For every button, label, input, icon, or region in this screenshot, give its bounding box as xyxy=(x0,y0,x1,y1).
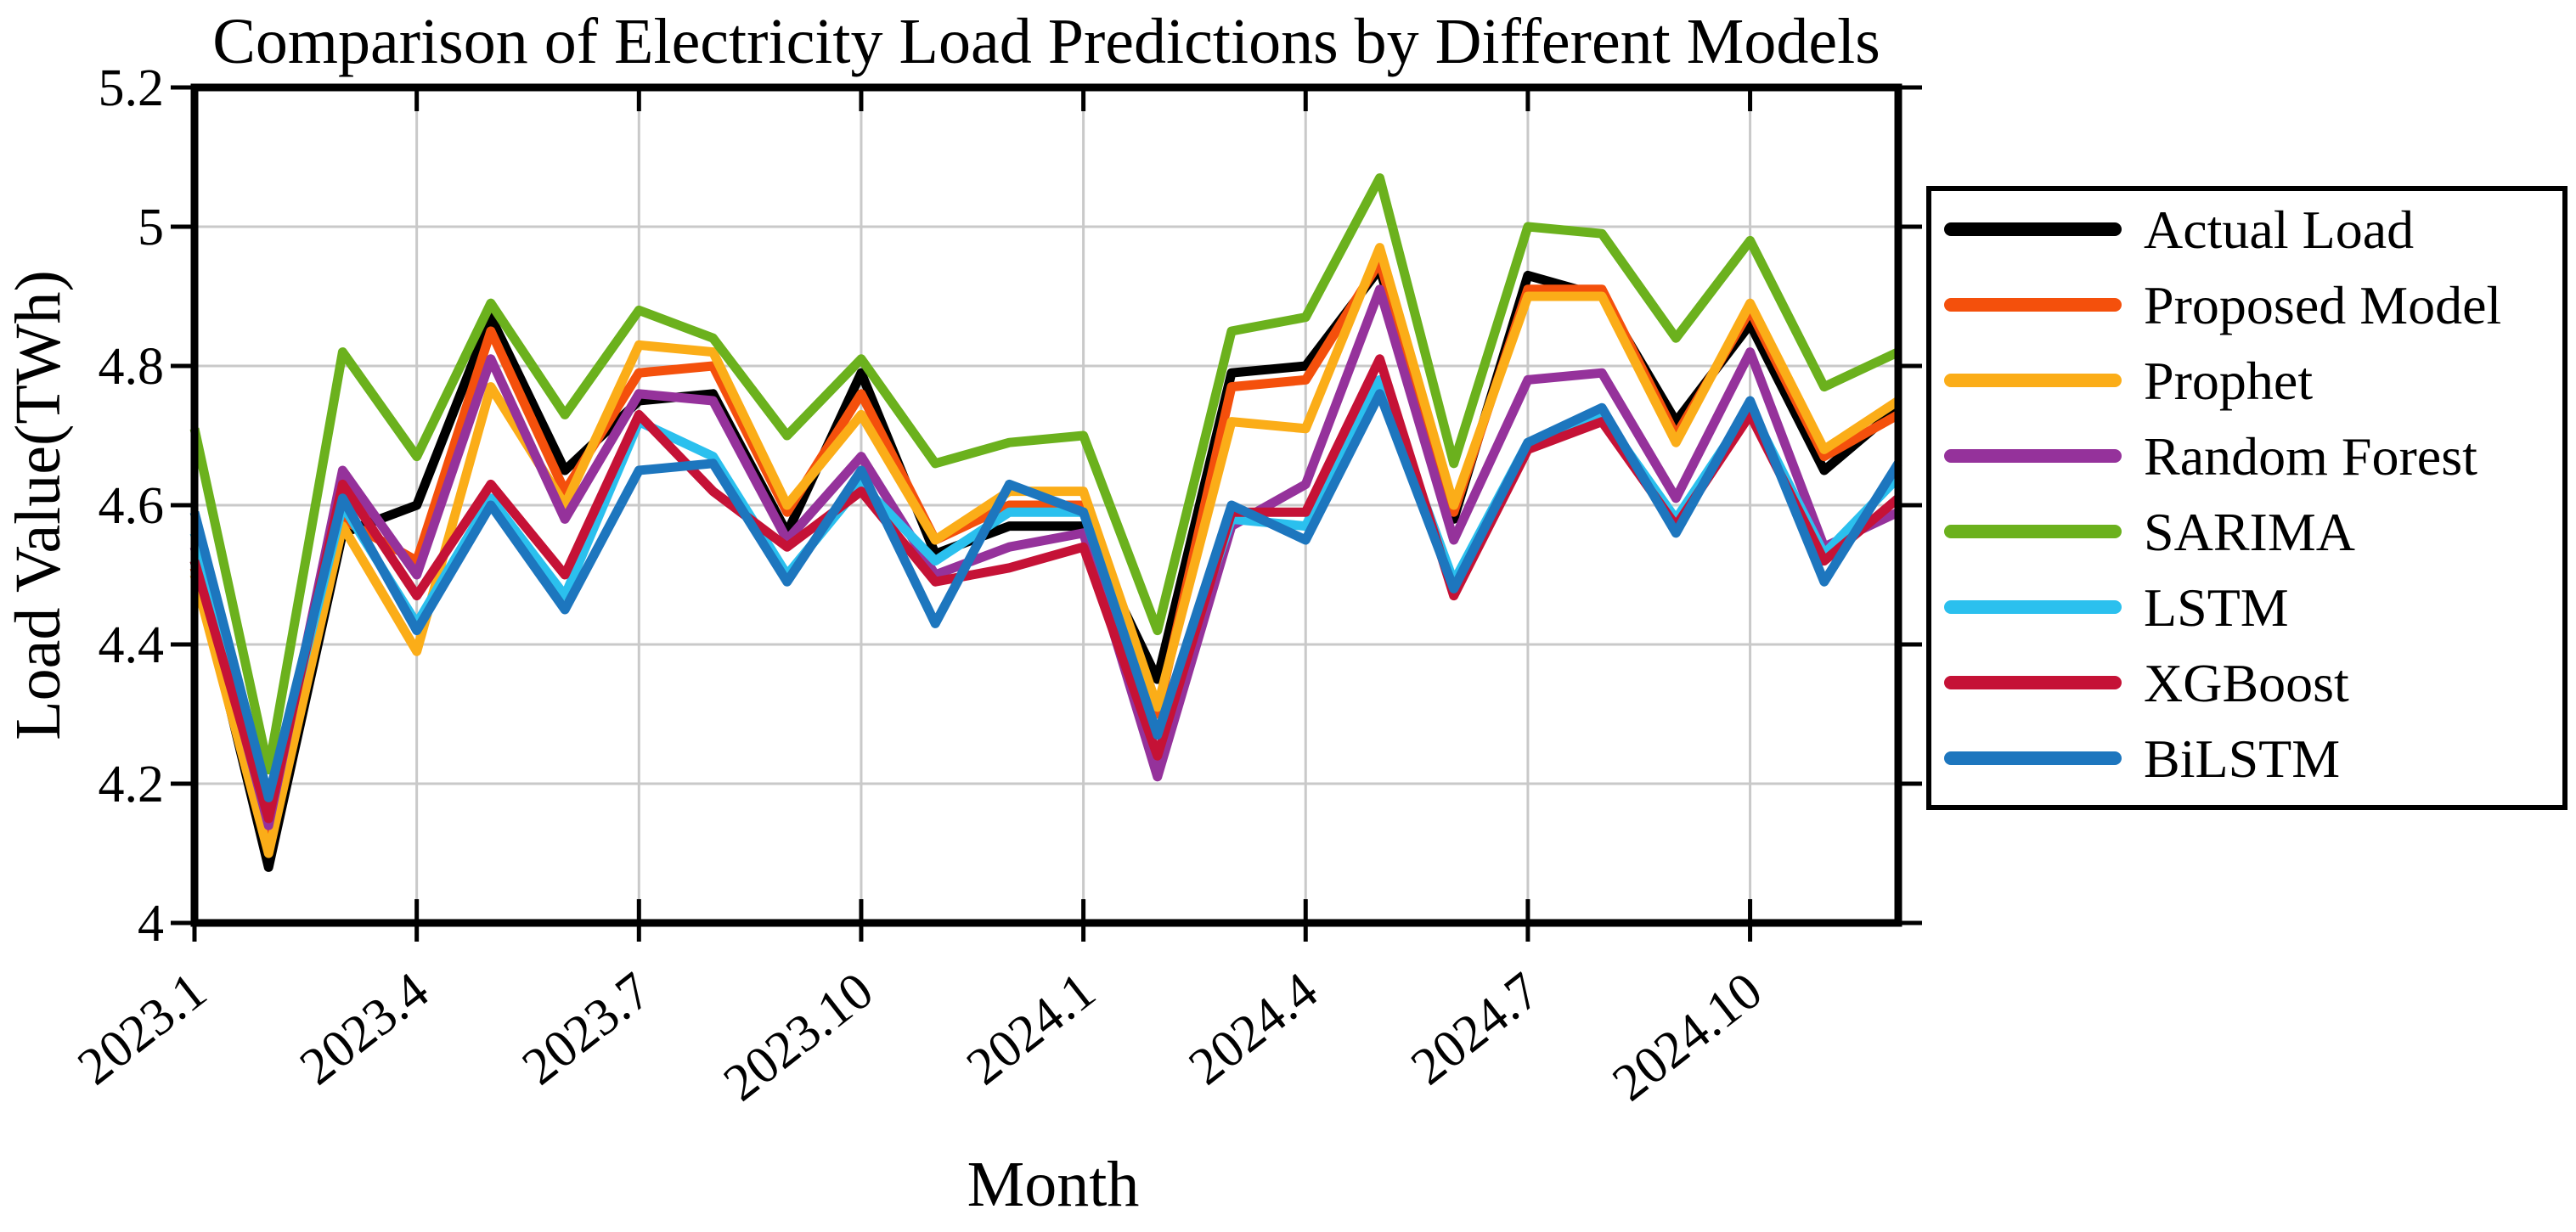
chart-title: Comparison of Electricity Load Predictio… xyxy=(212,6,1880,77)
legend-label-proposed-model: Proposed Model xyxy=(2144,275,2501,335)
legend-label-random-forest: Random Forest xyxy=(2144,426,2477,487)
legend-label-bilstm: BiLSTM xyxy=(2144,729,2340,789)
y-tick-label: 5.2 xyxy=(99,59,165,117)
series-line-bilstm xyxy=(189,389,1902,802)
x-tick-label: 2024.1 xyxy=(956,961,1106,1096)
series-line-xgboost xyxy=(189,354,1902,824)
y-tick-label: 4.8 xyxy=(99,338,165,396)
x-tick-label: 2023.10 xyxy=(713,961,884,1112)
series-line-sarima xyxy=(189,173,1901,775)
legend-label-prophet: Prophet xyxy=(2144,351,2313,411)
x-tick-label: 2023.1 xyxy=(67,961,217,1096)
y-tick-label: 5 xyxy=(138,199,164,256)
y-tick-label: 4.6 xyxy=(99,477,165,535)
x-tick-label: 2023.4 xyxy=(290,961,439,1096)
x-tick-label: 2024.7 xyxy=(1401,961,1550,1096)
plot-border xyxy=(190,83,1902,927)
legend-box xyxy=(1926,186,2568,810)
y-tick-label: 4 xyxy=(138,895,164,953)
legend-label-lstm: LSTM xyxy=(2144,577,2289,638)
y-tick-label: 4.2 xyxy=(99,756,165,813)
y-axis-label: Load Value(TWh) xyxy=(3,270,74,740)
y-tick-label: 4.4 xyxy=(99,616,165,674)
legend-label-xgboost: XGBoost xyxy=(2144,653,2349,713)
x-tick-label: 2024.10 xyxy=(1603,961,1773,1112)
series-line-prophet xyxy=(189,243,1902,858)
legend: Actual Load Proposed Model Prophet Random F… xyxy=(1926,186,2568,810)
x-tick-label: 2023.7 xyxy=(512,961,662,1096)
x-axis-label: Month xyxy=(967,1149,1140,1220)
axis-layer xyxy=(171,83,1922,942)
legend-label-sarima: SARIMA xyxy=(2144,502,2355,562)
x-tick-label: 2024.4 xyxy=(1179,961,1328,1096)
series-layer xyxy=(189,173,1902,872)
series-line-random-forest xyxy=(189,284,1901,830)
legend-label-actual-load: Actual Load xyxy=(2144,200,2414,260)
